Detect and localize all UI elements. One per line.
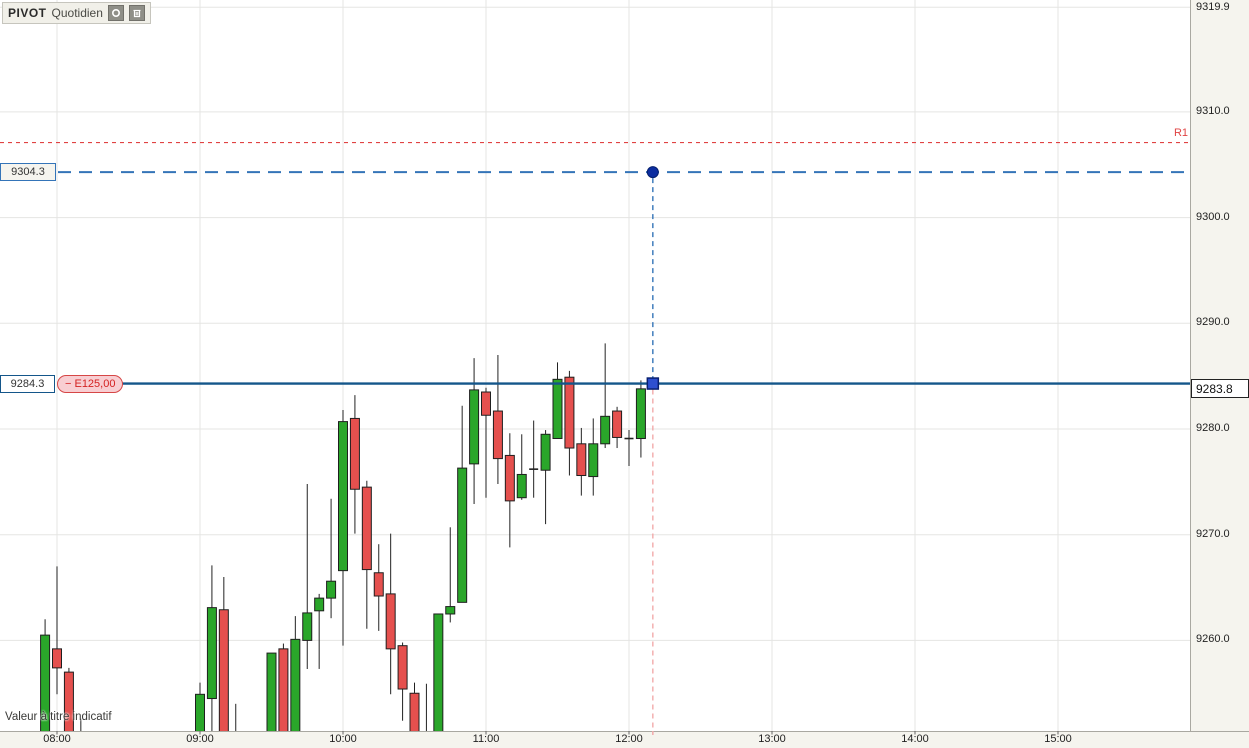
time-tick-label: 14:00	[901, 733, 929, 745]
indicator-name: PIVOT	[8, 6, 47, 20]
last-price-label: 9283.8	[1191, 379, 1249, 399]
pnl-badge[interactable]: − E125,00	[57, 374, 124, 393]
price-tick-label: 9290.0	[1196, 316, 1230, 329]
price-tick-label: 9270.0	[1196, 527, 1230, 540]
position-price-label[interactable]: 9284.3	[0, 374, 55, 393]
price-tick-label: 9260.0	[1196, 633, 1230, 646]
price-tick-label: 9310.0	[1196, 104, 1230, 117]
time-tick-label: 12:00	[615, 733, 643, 745]
time-tick-label: 09:00	[186, 733, 214, 745]
time-tick-label: 13:00	[758, 733, 786, 745]
indicator-panel: PIVOT Quotidien	[2, 2, 151, 24]
price-tick-label: 9300.0	[1196, 210, 1230, 223]
trash-icon	[133, 9, 141, 18]
disclaimer-note: Valeur à titre indicatif	[5, 711, 112, 723]
time-tick-label: 08:00	[43, 733, 71, 745]
time-tick-label: 10:00	[329, 733, 357, 745]
r1-level-label: R1	[1173, 126, 1188, 139]
indicator-delete-button[interactable]	[128, 5, 145, 21]
time-tick-label: 15:00	[1044, 733, 1072, 745]
time-tick-label: 11:00	[472, 733, 500, 745]
price-tick-label: 9319.9	[1196, 1, 1230, 13]
indicator-settings-button[interactable]	[107, 5, 124, 21]
indicator-period: Quotidien	[51, 6, 103, 20]
price-tick-label: 9280.0	[1196, 422, 1230, 434]
target-icon	[111, 8, 120, 18]
order-price-label[interactable]: 9304.3	[0, 163, 56, 182]
